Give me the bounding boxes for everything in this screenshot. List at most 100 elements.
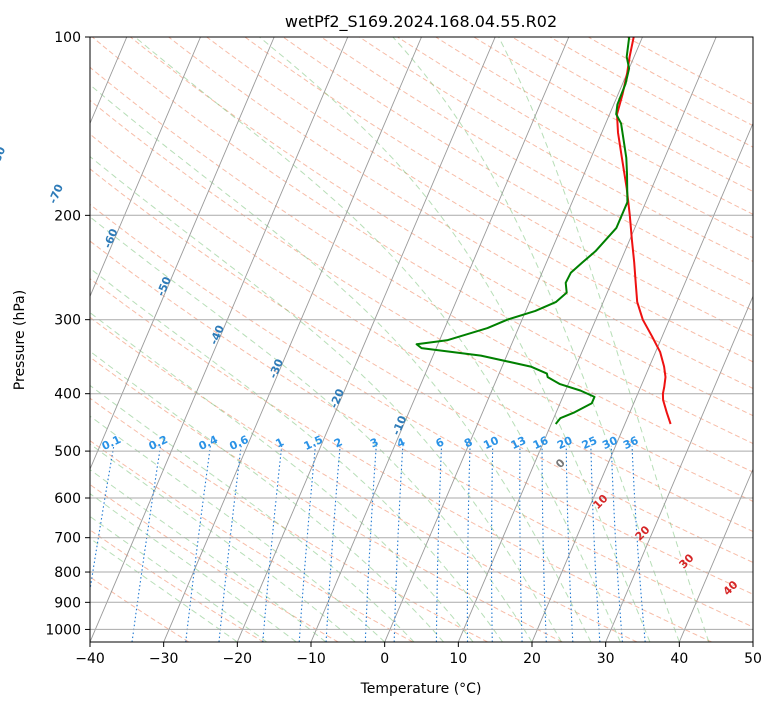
moist-adiabat-line [498, 37, 710, 642]
x-axis-label: Temperature (°C) [360, 681, 482, 697]
isotherm-line [531, 122, 753, 642]
dry-adiabat-line [435, 37, 753, 215]
isotherm-line [163, 37, 422, 642]
mixing-ratio-line [218, 445, 242, 642]
dry-adiabat-line [282, 37, 753, 312]
moist-adiabat-label: 40 [721, 578, 741, 598]
moist-adiabat-line [90, 537, 238, 642]
dry-adiabat-line [90, 99, 753, 502]
isotherm-line [90, 37, 201, 298]
y-axis: 100 200 300 400 500 600 700 800 900 1000 [45, 30, 90, 638]
mixing-ratio-label: 20 [555, 434, 575, 452]
sounding-profiles [415, 37, 672, 425]
moist-adiabat-line [259, 37, 651, 642]
moist-adiabat-label: 30 [677, 551, 697, 571]
mixing-ratio-line [466, 445, 471, 642]
plot-frame [89, 36, 754, 643]
x-tick-label: 40 [670, 651, 688, 667]
moist-adiabat-line [90, 493, 297, 642]
moist-adiabat-label: 0 [553, 456, 568, 471]
isotherm-line [384, 37, 643, 642]
y-tick-label: 200 [54, 208, 81, 224]
mixing-ratio-line [262, 445, 283, 642]
y-tick-label: 700 [54, 531, 81, 547]
mixing-ratio-line [519, 445, 523, 642]
mixing-ratio-line [131, 445, 162, 642]
mixing-ratio-label: 25 [580, 434, 599, 452]
y-tick-label: 300 [54, 313, 81, 329]
moist-adiabat-label: 10 [591, 492, 611, 512]
x-tick-label: −30 [149, 651, 179, 667]
moist-adiabat-line [90, 155, 562, 642]
moist-adiabat-line [90, 350, 444, 642]
dry-adiabat-line [206, 37, 753, 363]
background-grid [90, 37, 753, 642]
mixing-ratio-line [298, 445, 316, 642]
mixing-ratio-line [364, 445, 377, 642]
mixing-ratio-line [185, 445, 211, 642]
isotherm-line [90, 37, 349, 642]
mixing-ratio-line [565, 445, 574, 642]
mixing-ratio-line [90, 445, 115, 594]
isotherm-line [457, 37, 717, 642]
x-tick-label: 50 [744, 651, 762, 667]
mixing-ratio-label: 8 [462, 435, 474, 450]
dry-adiabat-line [90, 66, 753, 473]
mixing-ratio-label: 10 [481, 434, 501, 452]
moist-adiabat-line [90, 267, 503, 642]
mixing-ratio-label: 1 [274, 435, 286, 450]
mixing-ratio-label: 2 [332, 435, 344, 450]
x-tick-label: 30 [597, 651, 615, 667]
x-tick-label: 20 [523, 651, 541, 667]
dewpoint-profile-line [415, 37, 631, 425]
x-tick-label: 10 [449, 651, 467, 667]
mixing-ratio-line [631, 445, 646, 642]
dry-adiabat-line [244, 37, 753, 337]
mixing-ratio-line [393, 445, 404, 642]
moist-adiabat-line [90, 311, 474, 642]
isotherm-line [605, 295, 753, 642]
pressure-gridlines [90, 37, 753, 630]
y-tick-label: 900 [54, 595, 81, 611]
isotherm-line [310, 37, 570, 642]
y-tick-label: 100 [54, 30, 81, 46]
isotherm-label: -70 [46, 182, 66, 206]
mixing-ratio-label: 13 [509, 434, 528, 452]
dry-adiabat-line [90, 203, 753, 595]
x-tick-label: 0 [380, 651, 389, 667]
dry-adiabat-line [90, 529, 264, 642]
mixing-ratio-line [490, 445, 494, 642]
mixing-ratio-label: 6 [434, 435, 447, 450]
isotherm-line [752, 640, 753, 642]
dry-adiabat-line [91, 37, 753, 445]
mixing-ratio-line [325, 445, 341, 642]
y-axis-label: Pressure (hPa) [12, 290, 28, 390]
isotherm-line [678, 467, 753, 642]
dry-adiabat-line [90, 278, 712, 642]
mixing-ratio-label: 0.6 [227, 433, 250, 453]
moist-adiabat-line [90, 469, 327, 642]
mixing-ratio-label: 4 [395, 435, 408, 450]
mixing-ratio-label: 16 [531, 434, 551, 452]
y-tick-label: 1000 [45, 622, 81, 638]
dry-adiabat-line [359, 37, 753, 263]
dry-adiabat-line [90, 440, 414, 642]
mixing-ratio-line [590, 445, 601, 642]
y-tick-label: 500 [54, 444, 81, 460]
dry-adiabat-line [588, 37, 753, 127]
mixing-ratio-label: 3 [368, 435, 380, 450]
moist-adiabat-line [90, 415, 386, 642]
temperature-profile-line [616, 37, 672, 425]
y-tick-label: 800 [54, 565, 81, 581]
isotherm-line [236, 37, 496, 642]
y-tick-label: 400 [54, 387, 81, 403]
moist-adiabat-line [90, 443, 356, 642]
moist-adiabat-line [392, 37, 680, 642]
moist-adiabat-line [134, 37, 621, 642]
dry-adiabat-line [90, 133, 753, 533]
isotherm-label: -80 [0, 145, 8, 169]
dry-adiabat-line [90, 240, 753, 628]
mixing-ratio-label: 36 [621, 434, 641, 452]
moist-adiabat-label: 20 [633, 523, 653, 543]
